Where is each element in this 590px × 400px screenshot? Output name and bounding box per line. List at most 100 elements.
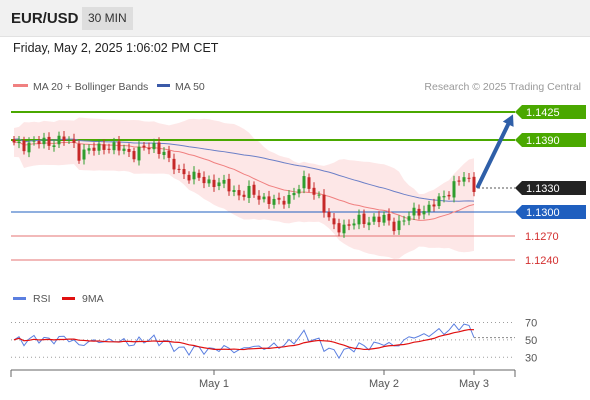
timeframe-button[interactable]: 30 MIN <box>82 7 133 30</box>
candle <box>167 145 171 163</box>
price-levels <box>11 111 515 261</box>
rsi-tick-label: 70 <box>525 317 537 329</box>
candle-body <box>132 151 136 160</box>
candle <box>117 136 121 156</box>
candle-body <box>472 176 476 192</box>
ma20-legend-label: MA 20 + Bollinger Bands <box>33 81 148 93</box>
time-axis-label: May 2 <box>369 378 399 390</box>
candle-body <box>12 139 16 143</box>
candle-body <box>42 137 46 145</box>
candle-body <box>122 148 126 151</box>
candle-body <box>347 224 351 226</box>
candle-body <box>112 142 116 151</box>
rsi-ma-line <box>13 328 475 351</box>
candle-body <box>142 145 146 148</box>
candle-body <box>127 148 131 152</box>
rsi-legend: RSI 9MA <box>13 293 104 305</box>
candle <box>412 202 416 221</box>
candle <box>297 184 301 198</box>
candle-body <box>267 196 271 204</box>
candle <box>292 187 296 200</box>
candle <box>437 193 441 209</box>
bollinger-band <box>14 117 474 259</box>
candle <box>62 131 66 146</box>
ma50-legend-swatch <box>157 84 170 87</box>
ma20-line <box>13 141 475 221</box>
candle-body <box>432 204 436 207</box>
candle-body <box>247 185 251 198</box>
candle <box>37 135 41 149</box>
price-level-text: 1.1425 <box>526 107 560 119</box>
price-level-tag <box>515 133 586 147</box>
ma50-line <box>13 138 475 202</box>
candle-body <box>327 211 331 218</box>
candle-body <box>32 140 36 142</box>
candle <box>187 171 191 184</box>
candle <box>127 143 131 157</box>
candle <box>377 211 381 228</box>
candle <box>332 212 336 230</box>
candle-body <box>107 148 111 150</box>
candle-body <box>192 171 196 180</box>
candle-body <box>387 213 391 221</box>
candle-body <box>22 140 26 152</box>
candle-body <box>157 142 161 154</box>
price-level-label-4: 1.1270 <box>525 231 559 243</box>
candle-body <box>97 143 101 151</box>
candle-body <box>287 194 291 204</box>
price-level-label-0: 1.1425 <box>515 105 586 119</box>
candle-body <box>47 136 51 146</box>
candle-body <box>457 180 461 182</box>
rsi-tick-label: 50 <box>525 335 537 347</box>
candle <box>317 191 321 199</box>
candle-body <box>217 182 221 187</box>
candle <box>207 175 211 187</box>
candle-body <box>427 204 431 212</box>
candle <box>122 144 126 155</box>
price-level-label-1: 1.1390 <box>515 133 586 147</box>
bollinger-band-area <box>14 117 474 259</box>
candle-body <box>462 177 466 182</box>
candle <box>257 190 261 205</box>
candle-body <box>407 216 411 221</box>
candle-body <box>437 196 441 207</box>
moving-averages <box>13 138 475 221</box>
time-axis: May 1 May 2 May 3 <box>10 369 516 390</box>
candle-body <box>337 223 341 233</box>
time-axis-label: May 3 <box>459 378 489 390</box>
candle <box>22 136 26 155</box>
chart-legend: MA 20 + Bollinger Bands MA 50 Research ©… <box>13 81 581 93</box>
candle-body <box>252 184 256 195</box>
candle <box>467 172 471 183</box>
candle <box>387 208 391 226</box>
candle-body <box>332 218 336 225</box>
candle-body <box>317 194 321 196</box>
price-level-text: 1.1300 <box>526 207 560 219</box>
candle <box>202 171 206 189</box>
candle-body <box>147 147 151 150</box>
candle <box>147 142 151 155</box>
candle-body <box>227 178 231 192</box>
candle <box>277 192 281 205</box>
candle <box>87 144 91 155</box>
candle-body <box>422 211 426 215</box>
candle-body <box>92 147 96 151</box>
candle <box>97 138 101 155</box>
candle <box>72 133 76 148</box>
candle <box>337 218 341 237</box>
candle-body <box>187 174 191 181</box>
candle <box>227 173 231 196</box>
candle-body <box>397 220 401 231</box>
price-level-tag <box>515 181 586 195</box>
candle-body <box>82 149 86 160</box>
price-level-text: 1.1330 <box>526 183 560 195</box>
candle <box>102 139 106 155</box>
candle-body <box>292 193 296 196</box>
candle <box>442 190 446 203</box>
price-level-text: 1.1240 <box>525 255 559 267</box>
candle <box>132 147 136 163</box>
time-axis-label: May 1 <box>199 378 229 390</box>
candle-body <box>162 151 166 156</box>
ma20-legend-swatch <box>13 84 28 87</box>
